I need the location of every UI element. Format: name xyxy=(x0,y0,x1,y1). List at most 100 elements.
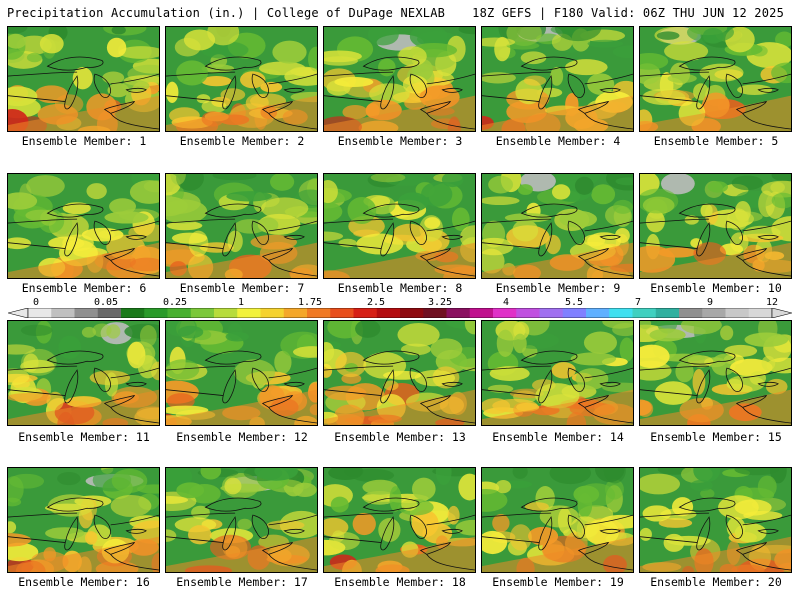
member-caption: Ensemble Member: 2 xyxy=(179,134,305,148)
colorbar-swatch xyxy=(214,308,238,318)
colorbar-swatch xyxy=(307,308,331,318)
colorbar-swatch xyxy=(655,308,680,318)
member-caption: Ensemble Member: 14 xyxy=(492,430,624,444)
colorbar-swatch xyxy=(353,308,378,318)
ensemble-member-map xyxy=(7,173,160,279)
colorbar-scale xyxy=(8,308,792,318)
colorbar-swatch xyxy=(144,308,168,318)
member-caption: Ensemble Member: 5 xyxy=(653,134,779,148)
colorbar-tick-label: 1.75 xyxy=(297,297,323,308)
colorbar-swatch xyxy=(121,308,145,318)
header: Precipitation Accumulation (in.) | Colle… xyxy=(0,0,800,22)
colorbar-swatch xyxy=(283,308,308,318)
ensemble-member-map xyxy=(639,320,792,426)
member-caption: Ensemble Member: 3 xyxy=(337,134,463,148)
colorbar-max-arrow xyxy=(771,308,792,318)
precipitation-field xyxy=(640,468,791,572)
precipitation-field xyxy=(324,27,475,131)
colorbar-swatch xyxy=(376,308,401,318)
colorbar: 0 0.05 0.25 1 1.75 2.5 3.25 4 5.5 7 9 12 xyxy=(8,297,792,319)
ensemble-member-map xyxy=(323,467,476,573)
colorbar-swatch xyxy=(679,308,703,318)
ensemble-member-map xyxy=(165,320,318,426)
precipitation-field xyxy=(166,468,317,572)
ensemble-member-map xyxy=(481,26,634,132)
precipitation-field xyxy=(482,174,633,278)
colorbar-swatch xyxy=(400,308,424,318)
precipitation-field xyxy=(8,27,159,131)
ensemble-member-map xyxy=(165,173,318,279)
colorbar-tick-label: 2.5 xyxy=(366,297,386,308)
member-caption: Ensemble Member: 20 xyxy=(650,575,782,589)
member-caption: Ensemble Member: 17 xyxy=(176,575,308,589)
precipitation-field xyxy=(166,27,317,131)
precipitation-field xyxy=(482,321,633,425)
ensemble-member-map xyxy=(323,173,476,279)
colorbar-swatch xyxy=(516,308,540,318)
precipitation-field xyxy=(640,321,791,425)
member-caption: Ensemble Member: 6 xyxy=(21,281,147,295)
member-caption: Ensemble Member: 15 xyxy=(650,430,782,444)
precipitation-field xyxy=(8,468,159,572)
ensemble-member-map xyxy=(639,26,792,132)
ensemble-member-map xyxy=(165,467,318,573)
ensemble-member-map xyxy=(7,320,160,426)
colorbar-min-arrow xyxy=(8,308,29,318)
run-info: 18Z GEFS | F180 Valid: 06Z THU JUN 12 20… xyxy=(472,6,784,20)
precipitation-field xyxy=(482,27,633,131)
colorbar-tick-label: 4 xyxy=(502,297,510,308)
colorbar-swatch xyxy=(260,308,285,318)
colorbar-swatch xyxy=(446,308,471,318)
member-caption: Ensemble Member: 18 xyxy=(334,575,466,589)
colorbar-swatch xyxy=(586,308,610,318)
colorbar-swatch xyxy=(74,308,99,318)
colorbar-swatch xyxy=(423,308,447,318)
colorbar-swatch xyxy=(51,308,75,318)
member-caption: Ensemble Member: 19 xyxy=(492,575,624,589)
member-caption: Ensemble Member: 16 xyxy=(18,575,150,589)
ensemble-member-map xyxy=(7,467,160,573)
ensemble-member-map xyxy=(639,467,792,573)
colorbar-swatch xyxy=(725,308,750,318)
colorbar-swatch xyxy=(167,308,192,318)
colorbar-tick-label: 7 xyxy=(634,297,642,308)
ensemble-member-map xyxy=(323,320,476,426)
precipitation-field xyxy=(324,321,475,425)
member-caption: Ensemble Member: 8 xyxy=(337,281,463,295)
colorbar-swatch xyxy=(609,308,633,318)
member-caption: Ensemble Member: 10 xyxy=(650,281,782,295)
colorbar-tick-label: 9 xyxy=(706,297,714,308)
page-title: Precipitation Accumulation (in.) | Colle… xyxy=(7,6,446,20)
colorbar-tick-label: 0.25 xyxy=(162,297,188,308)
colorbar-swatch xyxy=(493,308,517,318)
precipitation-field xyxy=(8,321,159,425)
colorbar-swatch xyxy=(190,308,215,318)
ensemble-member-map xyxy=(639,173,792,279)
colorbar-swatch xyxy=(28,308,52,318)
precipitation-field xyxy=(324,468,475,572)
member-caption: Ensemble Member: 13 xyxy=(334,430,466,444)
ensemble-member-map xyxy=(481,173,634,279)
precipitation-field xyxy=(640,174,791,278)
colorbar-swatch xyxy=(748,308,773,318)
member-caption: Ensemble Member: 9 xyxy=(495,281,621,295)
ensemble-member-map xyxy=(323,26,476,132)
colorbar-tick-label: 0.05 xyxy=(93,297,119,308)
colorbar-swatch xyxy=(632,308,657,318)
precipitation-field xyxy=(166,174,317,278)
precipitation-field xyxy=(166,321,317,425)
colorbar-tick-label: 5.5 xyxy=(564,297,584,308)
colorbar-tick-label: 0 xyxy=(32,297,40,308)
ensemble-member-map xyxy=(481,467,634,573)
member-caption: Ensemble Member: 4 xyxy=(495,134,621,148)
member-caption: Ensemble Member: 1 xyxy=(21,134,147,148)
member-caption: Ensemble Member: 11 xyxy=(18,430,150,444)
colorbar-tick-label: 3.25 xyxy=(427,297,453,308)
ensemble-member-map xyxy=(7,26,160,132)
precipitation-field xyxy=(640,27,791,131)
precipitation-field xyxy=(8,174,159,278)
colorbar-swatch xyxy=(330,308,354,318)
ensemble-member-map xyxy=(165,26,318,132)
member-caption: Ensemble Member: 12 xyxy=(176,430,308,444)
colorbar-swatch xyxy=(237,308,261,318)
